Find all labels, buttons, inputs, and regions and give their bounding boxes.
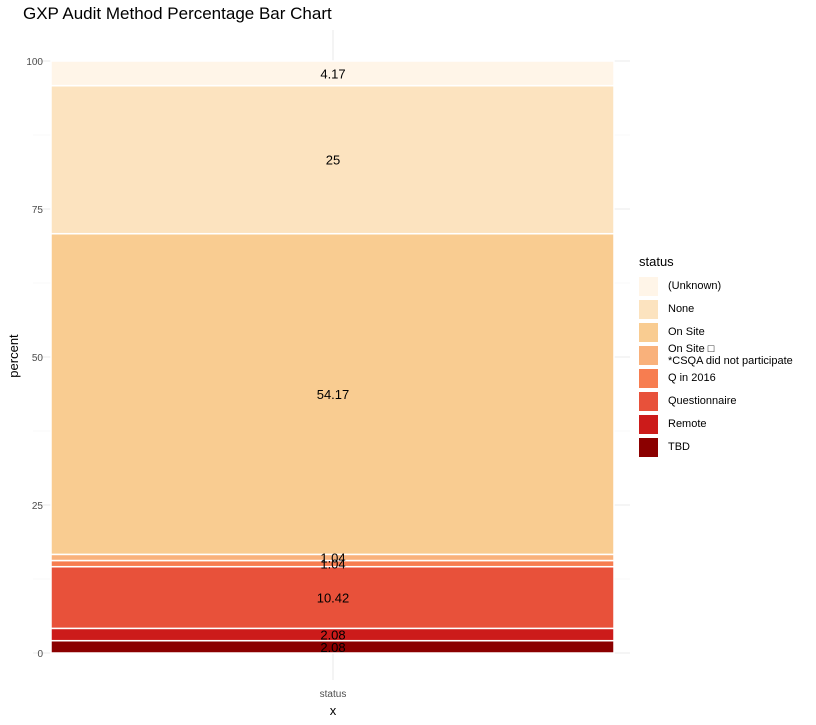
y-axis-label: percent (6, 334, 21, 378)
legend-key-swatch (639, 300, 658, 319)
legend-item: On Site □ *CSQA did not participate (639, 343, 793, 367)
legend-item: On Site (639, 321, 705, 344)
legend-key-swatch (639, 323, 658, 342)
bar-segment (50, 60, 615, 87)
data-label: 2.08 (320, 640, 345, 655)
data-label: 1.04 (320, 550, 345, 565)
legend-label: On Site (668, 326, 705, 338)
y-tick-label: 100 (26, 57, 43, 68)
legend-item: Remote (639, 413, 707, 436)
stacked-bars (50, 60, 615, 654)
legend-label: On Site □ *CSQA did not participate (668, 343, 793, 367)
legend: status (Unknown) None On Site On Site □ *CS… (639, 254, 793, 459)
legend-key-swatch (639, 277, 658, 296)
legend-items: (Unknown) None On Site On Site □ *CSQA did … (639, 275, 793, 459)
y-tick-label: 25 (32, 501, 44, 512)
legend-key-swatch (639, 369, 658, 388)
data-label: 1.04 (320, 557, 345, 572)
legend-item: (Unknown) (639, 275, 721, 298)
legend-label: None (668, 303, 695, 315)
y-axis-ticks: 0 25 50 75 100 (26, 57, 43, 660)
x-axis-label: x (330, 703, 337, 718)
data-label: 25 (326, 153, 340, 168)
legend-item: None (639, 298, 694, 321)
legend-label: Q in 2016 (668, 372, 716, 384)
y-tick-label: 50 (32, 353, 44, 364)
legend-title: status (639, 254, 674, 269)
legend-label: Remote (668, 418, 707, 430)
x-tick-label: status (320, 689, 347, 700)
legend-item: Q in 2016 (639, 367, 716, 390)
chart-title: GXP Audit Method Percentage Bar Chart (23, 4, 332, 23)
legend-label: Questionnaire (668, 395, 737, 407)
legend-label: (Unknown) (668, 280, 722, 292)
bar-segment (50, 84, 615, 235)
bar-segment (50, 565, 615, 630)
legend-key-swatch (639, 346, 658, 365)
data-label: 4.17 (320, 66, 345, 81)
legend-item: TBD (639, 436, 690, 459)
legend-key-swatch (639, 415, 658, 434)
bar-segment (50, 232, 615, 556)
value-labels: 2.082.08 10.42 1.041.04 54.17 25 4.17 (317, 66, 350, 655)
y-tick-label: 75 (32, 205, 44, 216)
legend-key-swatch (639, 392, 658, 411)
data-label: 10.42 (317, 591, 350, 606)
y-tick-label: 0 (37, 649, 43, 660)
data-label: 54.17 (317, 387, 350, 402)
data-label: 2.08 (320, 628, 345, 643)
legend-label: TBD (668, 441, 690, 453)
legend-item: Questionnaire (639, 390, 737, 413)
legend-key-swatch (639, 438, 658, 457)
